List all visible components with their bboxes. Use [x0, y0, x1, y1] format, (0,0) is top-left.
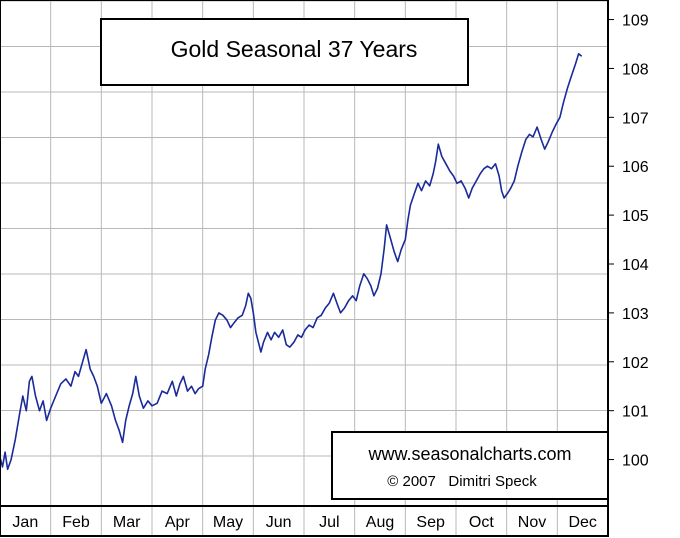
credit-box: www.seasonalcharts.com © 2007 Dimitri Sp…: [331, 431, 609, 500]
credit-box-frame: [331, 431, 609, 500]
x-tick-label-mar: Mar: [113, 514, 141, 531]
y-tick-label-101: 101: [622, 404, 649, 421]
x-tick-label-may: May: [213, 514, 243, 531]
gold-seasonal-line: [0, 53, 583, 471]
x-tick-label-dec: Dec: [568, 514, 596, 531]
x-tick-label-oct: Oct: [469, 514, 494, 531]
title-box: Gold Seasonal 37 Years: [100, 18, 469, 86]
y-tick-label-109: 109: [622, 13, 649, 30]
y-tick-label-104: 104: [622, 257, 649, 274]
x-tick-label-sep: Sep: [416, 514, 445, 531]
chart-title: Gold Seasonal 37 Years: [171, 36, 418, 62]
y-tick-label-106: 106: [622, 159, 649, 176]
x-tick-label-feb: Feb: [62, 514, 90, 531]
x-tick-label-jun: Jun: [266, 514, 292, 531]
credit-url: www.seasonalcharts.com: [367, 444, 571, 464]
x-tick-label-jan: Jan: [12, 514, 38, 531]
credit-author: © 2007 Dimitri Speck: [387, 473, 537, 490]
title-box-frame: [100, 18, 469, 86]
x-tick-label-nov: Nov: [518, 514, 546, 531]
y-tick-label-107: 107: [622, 110, 649, 127]
x-axis-labels: Jan Feb Mar Apr May Jun Jul Aug Sep Oct Nov Dec: [12, 514, 596, 531]
y-tick-label-102: 102: [622, 355, 649, 372]
y-tick-label-108: 108: [622, 61, 649, 78]
plot-frame: [0, 0, 609, 537]
y-axis-ticks: 100 101 102 103 104 105 106 107 108 109: [608, 13, 649, 470]
x-tick-label-jul: Jul: [319, 514, 339, 531]
y-tick-label-105: 105: [622, 208, 649, 225]
x-tick-label-aug: Aug: [366, 514, 394, 531]
y-tick-label-100: 100: [622, 453, 649, 470]
x-tick-label-apr: Apr: [165, 514, 191, 531]
y-tick-label-103: 103: [622, 306, 649, 323]
